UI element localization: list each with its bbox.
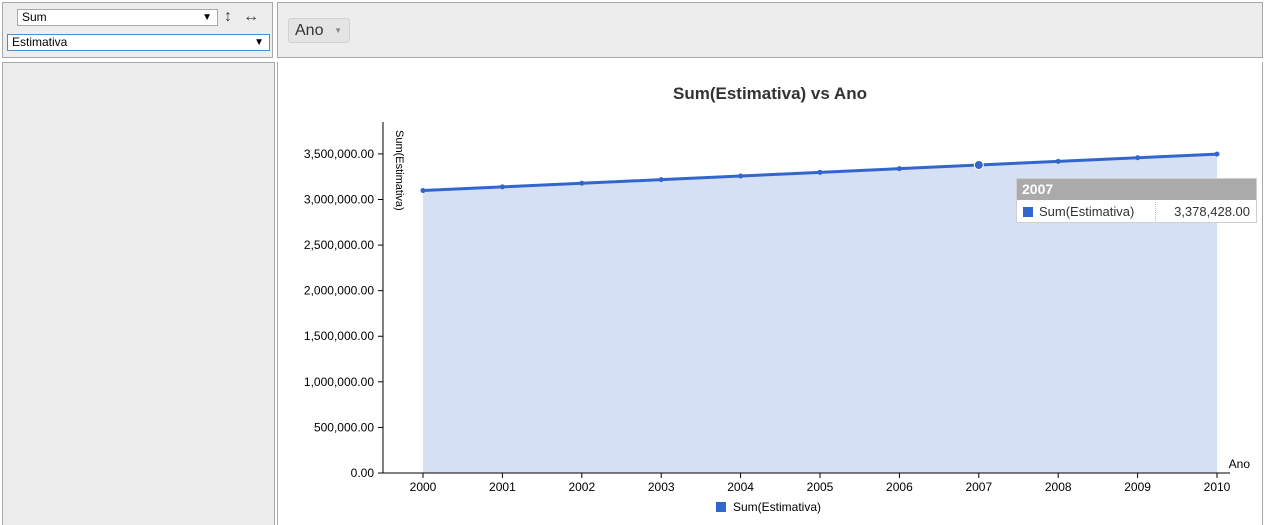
row-fields-panel: [2, 62, 275, 525]
data-point: [579, 180, 585, 186]
data-point: [658, 177, 664, 183]
tooltip-swatch: [1023, 207, 1033, 217]
chart-title: Sum(Estimativa) vs Ano: [673, 84, 867, 103]
aggregator-select[interactable]: Sum ▼: [17, 9, 218, 26]
tooltip-row: Sum(Estimativa) 3,378,428.00: [1017, 200, 1256, 223]
data-point: [973, 159, 984, 170]
x-tick-label: 2002: [568, 480, 595, 494]
legend-swatch: [716, 502, 726, 512]
y-tick-label: 2,500,000.00: [304, 238, 374, 252]
tooltip-divider: [1155, 202, 1156, 221]
dropdown-triangle-icon: ▼: [334, 26, 342, 35]
plot-group: 0.00 500,000.00 1,000,000.00 1,500,000.00 2,…: [304, 122, 1231, 494]
x-tick-label: 2003: [648, 480, 675, 494]
x-tick-label: 2006: [886, 480, 913, 494]
x-tick-label: 2008: [1045, 480, 1072, 494]
y-tick-label: 2,000,000.00: [304, 284, 374, 298]
x-tick-label: 2001: [489, 480, 516, 494]
data-point: [420, 188, 426, 194]
column-field-pill[interactable]: Ano ▼: [288, 18, 350, 43]
column-fields-panel: [277, 2, 1263, 58]
area-fill: [423, 154, 1217, 473]
data-point: [499, 184, 505, 190]
data-point: [1214, 151, 1220, 157]
chevron-down-icon: ▼: [254, 37, 264, 48]
x-tick-label: 2005: [807, 480, 834, 494]
x-tick-label: 2009: [1124, 480, 1151, 494]
data-point: [1055, 158, 1061, 164]
y-tick-label: 3,500,000.00: [304, 147, 374, 161]
data-point: [738, 173, 744, 179]
y-tick-label: 1,000,000.00: [304, 375, 374, 389]
y-tick-label: 500,000.00: [314, 420, 374, 434]
tooltip-series-name: Sum(Estimativa): [1039, 204, 1135, 219]
column-field-label: Ano: [295, 22, 324, 39]
value-field-select[interactable]: Estimativa ▼: [7, 34, 270, 51]
chevron-down-icon: ▼: [202, 12, 212, 23]
x-axis-label: Ano: [1229, 457, 1251, 471]
data-point: [817, 169, 823, 175]
value-field-value: Estimativa: [12, 35, 68, 49]
y-tick-label: 3,000,000.00: [304, 192, 374, 206]
sort-icon[interactable]: ↕: [224, 8, 232, 25]
data-point: [896, 166, 902, 172]
legend-label: Sum(Estimativa): [733, 500, 821, 514]
y-tick-label: 1,500,000.00: [304, 329, 374, 343]
tooltip-header: 2007: [1017, 179, 1256, 200]
data-tooltip: 2007 Sum(Estimativa) 3,378,428.00: [1016, 178, 1257, 223]
x-tick-label: 2004: [727, 480, 754, 494]
x-tick-label: 2007: [965, 480, 992, 494]
x-tick-label: 2000: [410, 480, 437, 494]
data-point: [1135, 155, 1141, 161]
y-axis-label: Sum(Estimativa): [393, 130, 405, 211]
swap-axes-icon[interactable]: ↔: [243, 8, 259, 25]
aggregator-value: Sum: [22, 10, 47, 24]
x-tick-label: 2010: [1204, 480, 1231, 494]
tooltip-value: 3,378,428.00: [1174, 204, 1250, 219]
y-tick-label: 0.00: [351, 466, 375, 480]
legend: Sum(Estimativa): [716, 500, 821, 514]
